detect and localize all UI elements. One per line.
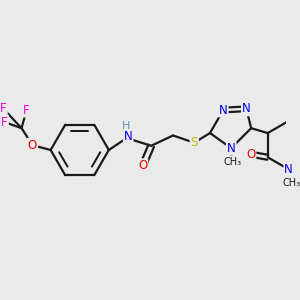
Text: N: N bbox=[124, 130, 133, 143]
Text: CH₃: CH₃ bbox=[282, 178, 300, 188]
Text: N: N bbox=[227, 142, 236, 155]
Text: N: N bbox=[284, 163, 293, 176]
Text: O: O bbox=[28, 139, 37, 152]
Text: N: N bbox=[242, 102, 251, 115]
Text: O: O bbox=[246, 148, 255, 161]
Text: O: O bbox=[138, 159, 147, 172]
Text: N: N bbox=[219, 103, 228, 116]
Text: S: S bbox=[190, 136, 198, 149]
Text: CH₃: CH₃ bbox=[223, 157, 242, 166]
Text: F: F bbox=[0, 102, 7, 115]
Text: F: F bbox=[23, 103, 30, 116]
Text: F: F bbox=[1, 116, 8, 129]
Text: H: H bbox=[122, 122, 130, 131]
